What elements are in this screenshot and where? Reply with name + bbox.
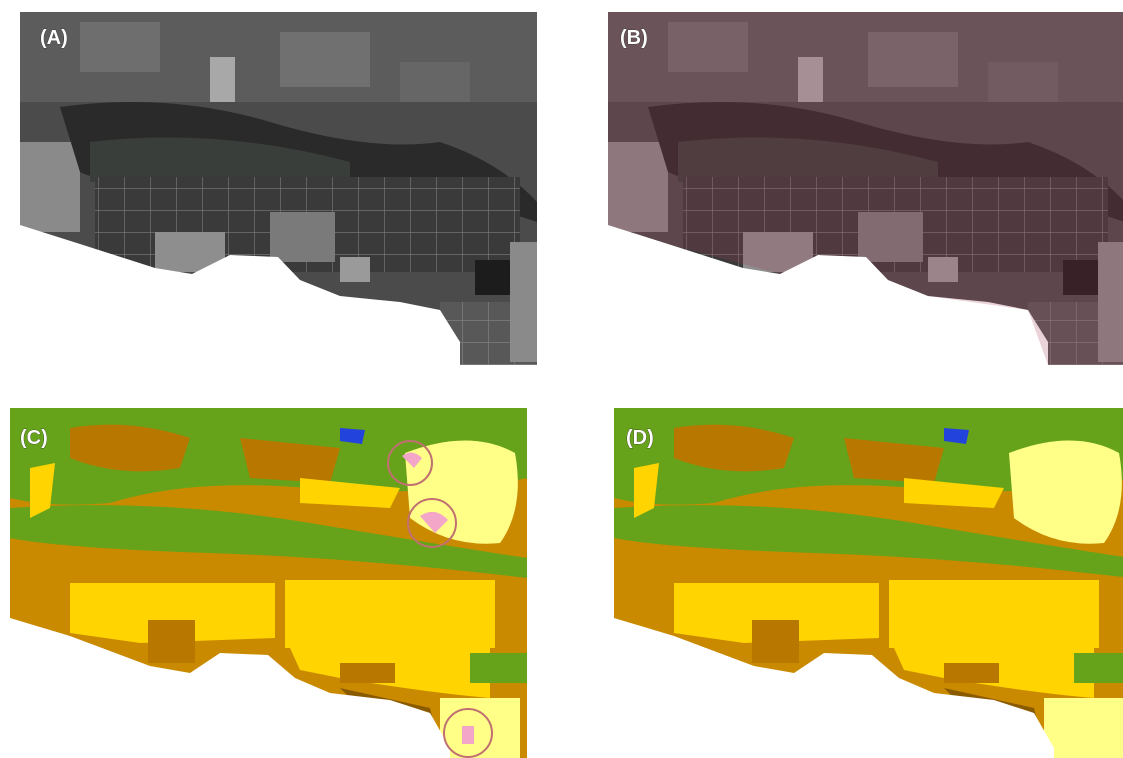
highlight-patch xyxy=(462,726,474,744)
panel-d: (D) xyxy=(614,408,1123,758)
panel-label: (A) xyxy=(40,27,68,49)
panel-c: (C) xyxy=(10,408,527,758)
panel-label: (C) xyxy=(20,427,48,449)
panel-label: (D) xyxy=(626,427,654,449)
panel-a: (A) xyxy=(20,12,537,365)
panel-label: (B) xyxy=(620,27,648,49)
figure: (A) (B) (C) (D) xyxy=(0,0,1123,758)
panel-b: (B) xyxy=(608,12,1123,365)
page: (A) (B) (C) (D) (() => { const data = JS… xyxy=(0,0,1123,758)
classification-map xyxy=(614,408,1123,758)
satellite-image xyxy=(20,12,537,365)
classification-map xyxy=(10,408,527,758)
